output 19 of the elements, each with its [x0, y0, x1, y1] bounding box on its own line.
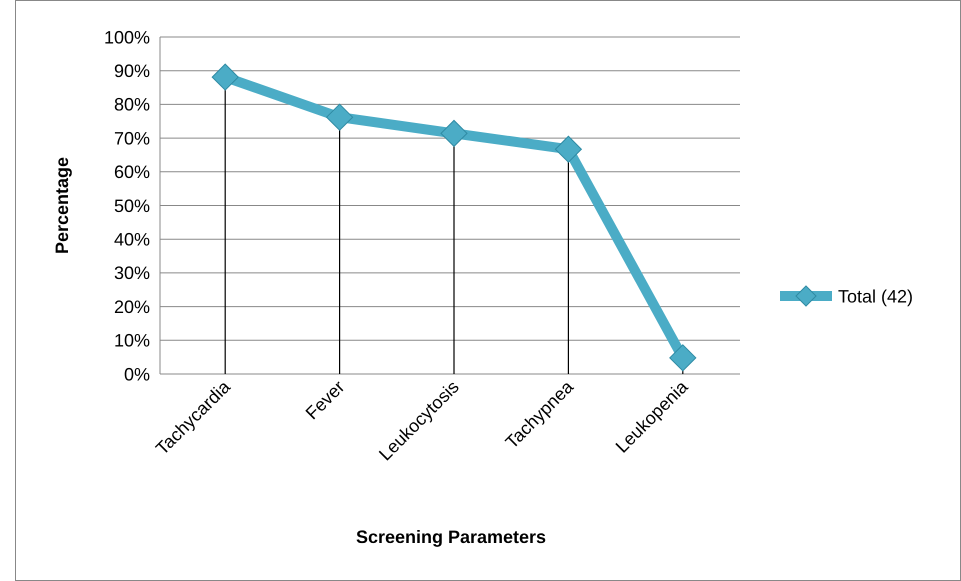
y-tick-label: 80%: [114, 94, 150, 115]
point: [326, 104, 354, 131]
y-axis-title: Percentage: [52, 156, 72, 254]
y-tick-label: 20%: [114, 296, 150, 317]
y-tick-label: 40%: [114, 230, 150, 250]
y-tick-label: 50%: [114, 196, 150, 216]
y-tick-label: 60%: [114, 162, 150, 182]
y-tick-label: 0%: [124, 364, 150, 384]
legend-label: Total (42): [838, 286, 914, 306]
y-tick-label: 30%: [114, 263, 150, 284]
y-tick-label: 10%: [114, 330, 150, 351]
point: [212, 64, 239, 91]
y-tick-label: 100%: [104, 27, 150, 48]
x-axis-title: Screening Parameters: [356, 527, 546, 547]
point: [669, 344, 696, 372]
point: [554, 136, 582, 163]
point: [440, 120, 468, 147]
y-tick-label: 90%: [114, 61, 150, 81]
y-tick-label: 70%: [114, 128, 150, 148]
